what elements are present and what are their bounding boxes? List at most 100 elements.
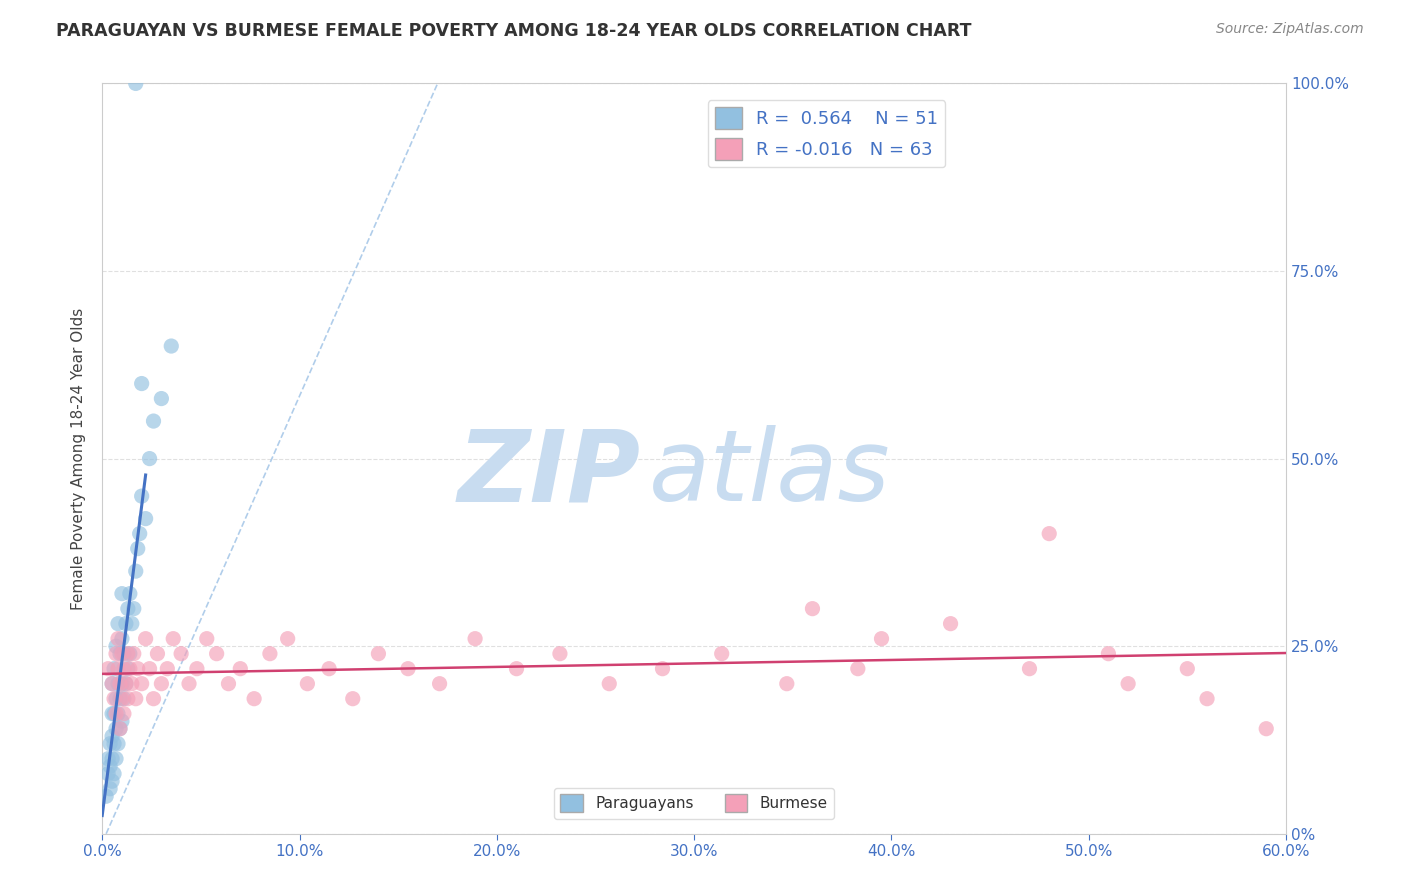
Point [103,706,125,721]
Point [342,691,364,706]
Point [142,691,165,706]
Legend: Paraguayans, Burmese: Paraguayans, Burmese [554,788,834,819]
Point [131,676,153,690]
Point [117,647,139,661]
Point [101,752,124,766]
Point [101,676,124,690]
Point [367,647,389,661]
Point [103,691,125,706]
Point [98,781,121,796]
Point [318,662,340,676]
Point [97,766,120,780]
Point [101,706,124,721]
Point [117,601,139,615]
Point [103,662,125,676]
Point [229,662,252,676]
Point [101,676,124,690]
Point [939,616,962,631]
Point [1116,676,1139,690]
Point [205,647,228,661]
Point [128,526,150,541]
Point [97,662,120,676]
Point [127,541,149,556]
Point [107,737,129,751]
Point [177,676,200,690]
Point [1195,691,1218,706]
Point [548,647,571,661]
Point [118,662,141,676]
Point [105,706,128,721]
Point [107,616,129,631]
Point [651,662,673,676]
Point [108,722,131,736]
Point [107,676,129,690]
Point [125,564,148,578]
Point [107,706,129,721]
Point [111,691,134,706]
Point [125,77,148,91]
Point [111,676,134,690]
Point [505,662,527,676]
Text: ZIP: ZIP [458,425,641,522]
Point [127,662,149,676]
Point [112,647,135,661]
Point [103,766,125,780]
Point [101,774,124,789]
Point [429,676,451,690]
Point [297,676,319,690]
Point [142,414,165,428]
Point [111,632,134,646]
Point [105,691,128,706]
Point [107,632,129,646]
Point [170,647,193,661]
Point [138,662,160,676]
Point [1097,647,1119,661]
Point [108,676,131,690]
Point [112,662,135,676]
Point [97,752,120,766]
Y-axis label: Female Poverty Among 18-24 Year Olds: Female Poverty Among 18-24 Year Olds [72,308,86,610]
Point [1018,662,1040,676]
Point [111,714,134,729]
Text: Source: ZipAtlas.com: Source: ZipAtlas.com [1216,22,1364,37]
Point [111,647,134,661]
Point [98,759,121,773]
Point [112,691,135,706]
Point [135,632,157,646]
Point [146,647,169,661]
Point [121,676,143,690]
Point [105,752,128,766]
Point [150,676,173,690]
Point [122,601,145,615]
Point [112,706,135,721]
Point [135,511,157,525]
Point [870,632,893,646]
Point [103,737,125,751]
Point [1256,722,1278,736]
Point [108,647,131,661]
Point [117,662,139,676]
Point [243,691,266,706]
Point [131,376,153,391]
Point [150,392,173,406]
Point [107,662,129,676]
Point [105,639,128,653]
Point [121,616,143,631]
Point [156,662,179,676]
Point [98,737,121,751]
Point [122,647,145,661]
Point [396,662,419,676]
Point [96,789,118,804]
Point [162,632,184,646]
Point [1038,526,1060,541]
Point [115,676,138,690]
Point [1175,662,1198,676]
Point [117,691,139,706]
Point [125,691,148,706]
Point [776,676,799,690]
Point [218,676,240,690]
Point [131,489,153,503]
Point [710,647,733,661]
Point [160,339,183,353]
Point [115,616,138,631]
